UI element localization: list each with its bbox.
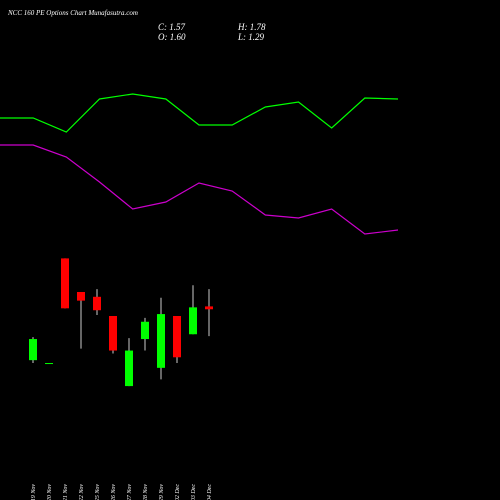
x-tick-label: 21 Nov [63,484,69,500]
chart-title: NCC 160 PE Options Chart Munafasutra.com [7,9,138,17]
candle-body [61,258,69,309]
info-low: L: 1.29 [237,32,265,42]
candle-body [205,306,213,310]
candle-body [109,316,117,351]
x-tick-label: 27 Nov [127,484,133,500]
info-high: H: 1.78 [237,22,266,32]
indicator-line [0,144,399,235]
info-open: O: 1.60 [158,32,186,42]
x-tick-label: 28 Nov [143,484,149,500]
candle-body [93,296,101,311]
indicator-line [0,93,399,133]
candle-body [125,350,133,387]
candle-body [157,314,165,368]
x-tick-label: 25 Nov [95,484,101,500]
x-tick-label: 29 Nov [159,484,165,500]
x-tick-label: 20 Nov [47,484,53,500]
candle-body [141,321,149,340]
candle-body [189,307,197,335]
info-close: C: 1.57 [158,22,186,32]
x-tick-label: 04 Dec [206,484,213,500]
x-tick-label: 26 Nov [111,484,117,500]
candle-body [77,292,85,301]
candle-body [29,339,37,361]
x-tick-label: 03 Dec [191,484,197,500]
x-tick-label: 22 Nov [79,484,85,500]
x-tick-label: 02 Dec [175,484,181,500]
candle-body [45,363,53,365]
candle-body [173,316,181,358]
x-tick-label: 19 Nov [31,484,37,500]
